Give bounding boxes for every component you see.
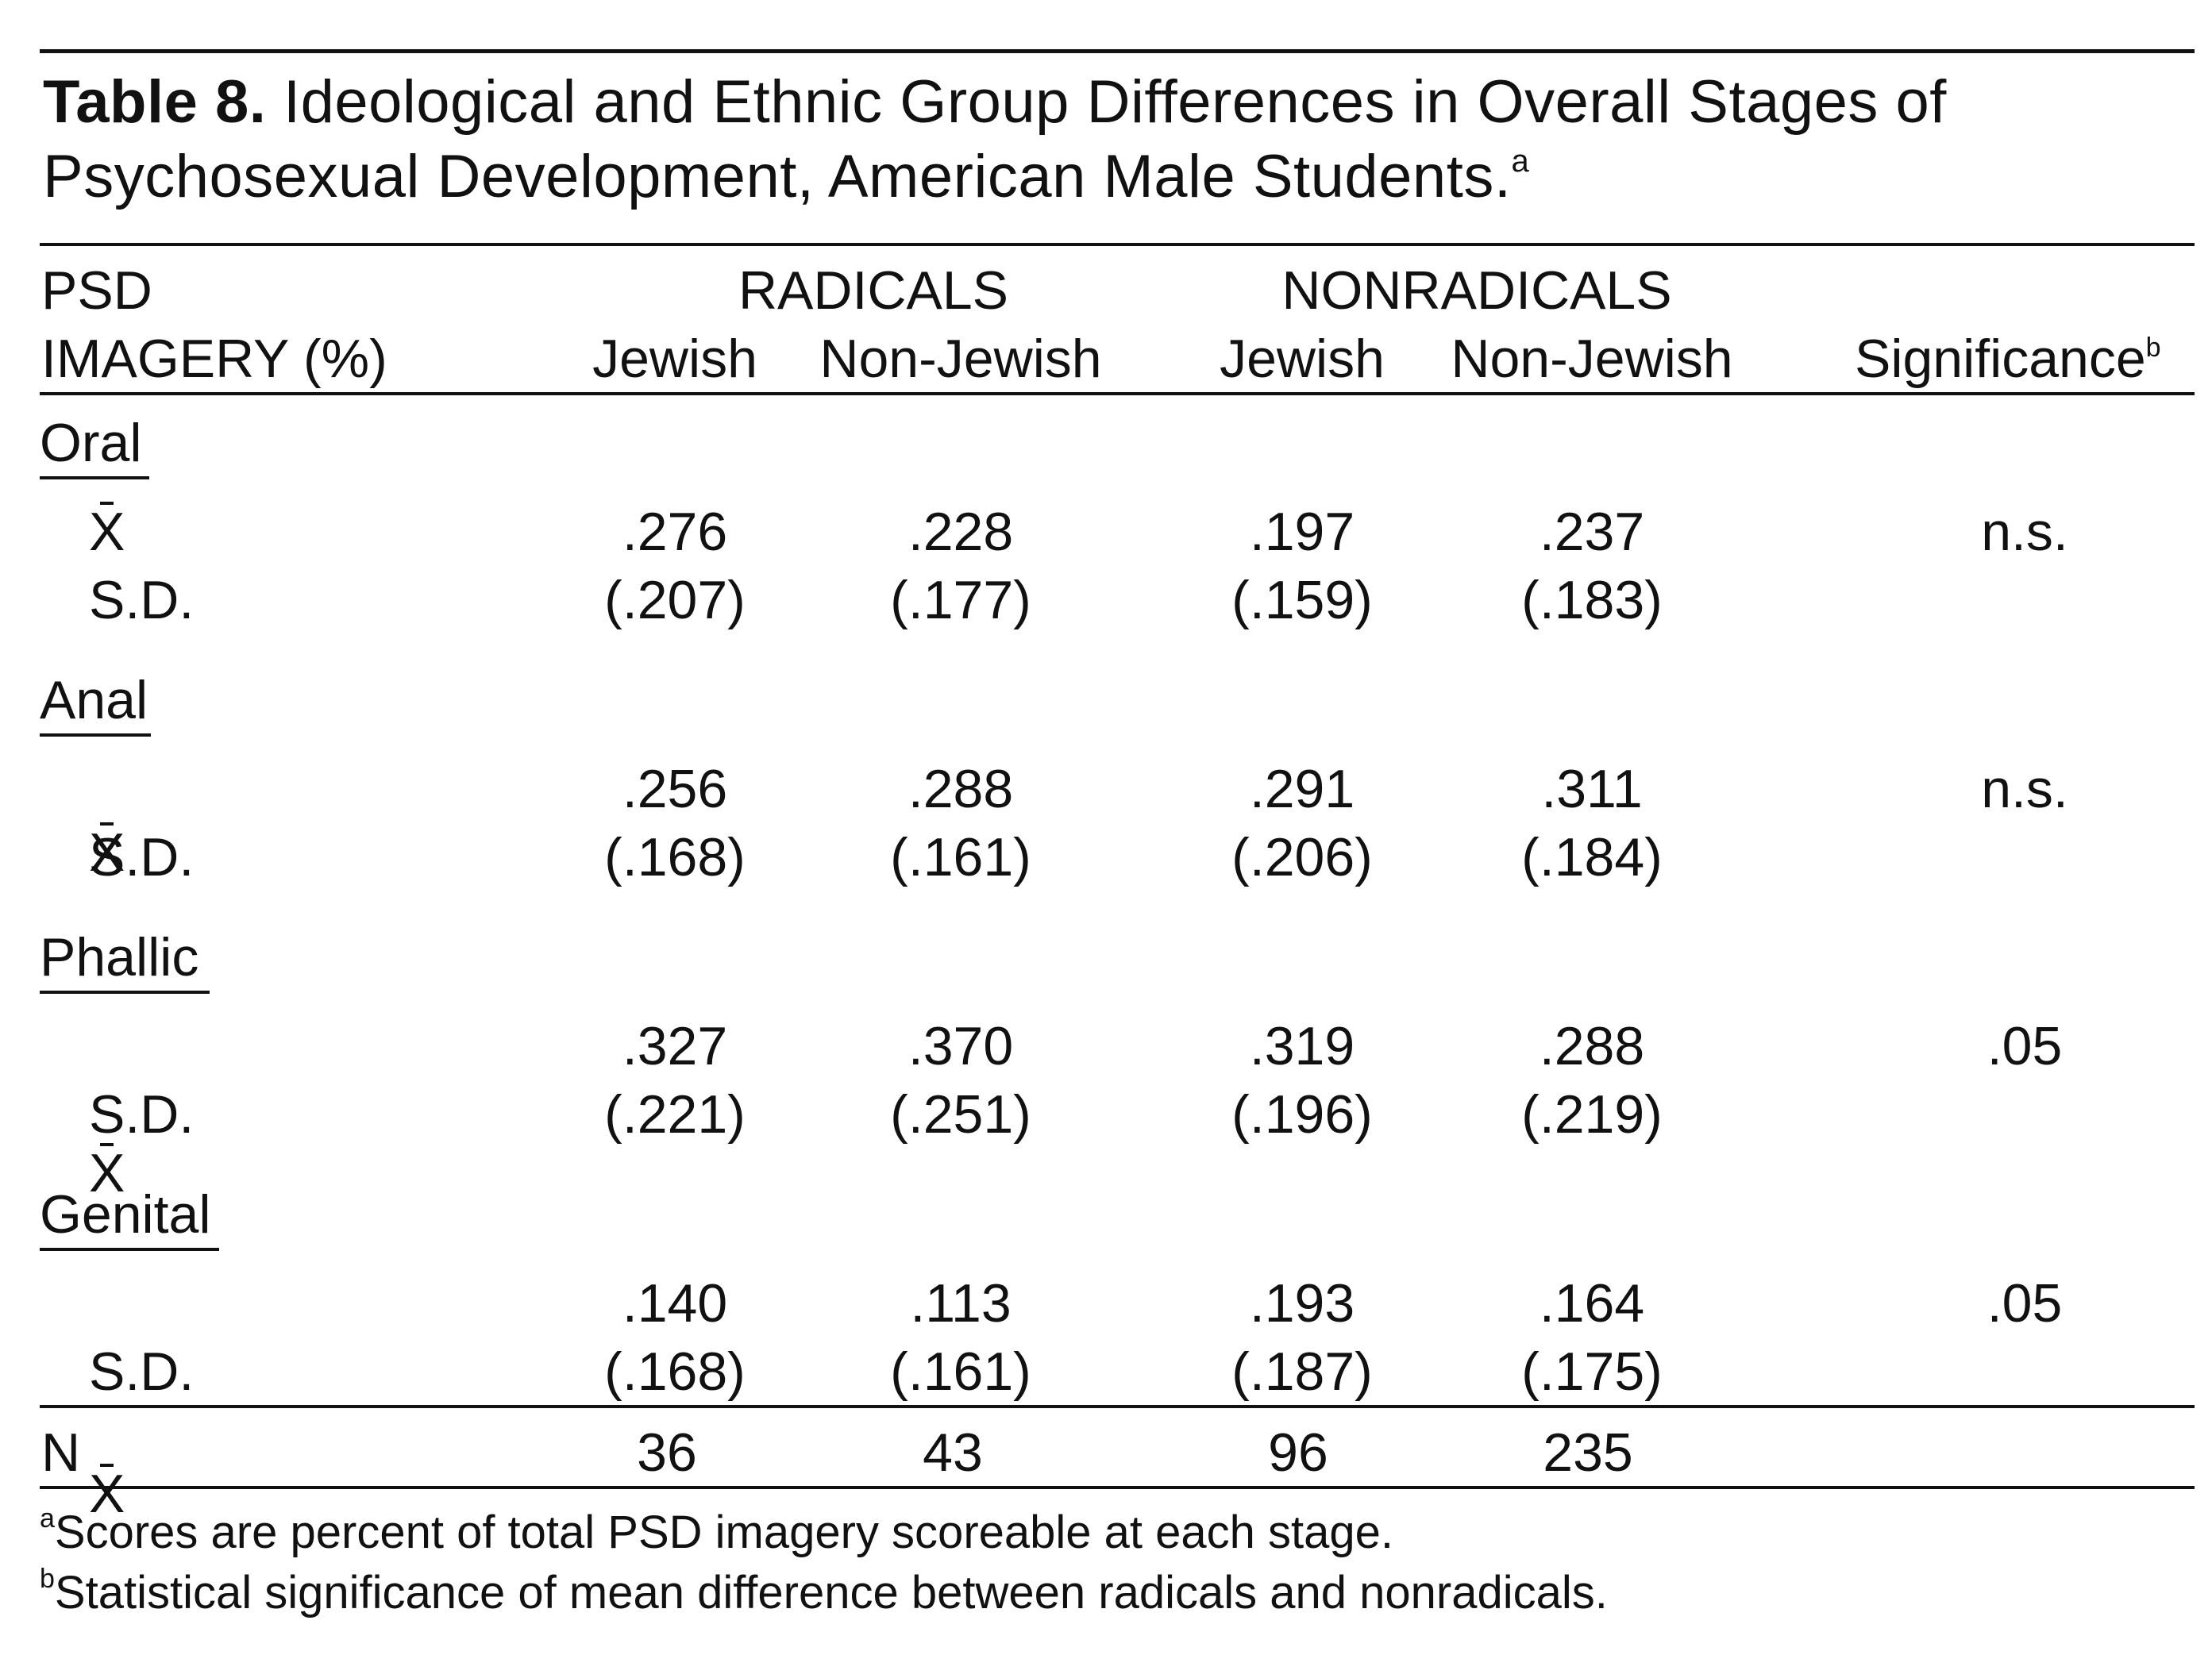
significance-value: n.s. [1981, 502, 2068, 562]
mean-value: .140 [622, 1273, 728, 1334]
n-value: 235 [1543, 1422, 1633, 1483]
mean-value: .276 [622, 502, 728, 562]
mean-value: .288 [908, 759, 1014, 819]
col-header-significance: Significanceb [1855, 327, 2161, 391]
significance-value: .05 [1987, 1273, 2063, 1334]
footnote-mark: a [40, 1503, 55, 1534]
sd-value: (.175) [1521, 1341, 1663, 1402]
significance-label: Significance [1855, 329, 2146, 389]
n-label: N [41, 1422, 81, 1483]
stage-underline-phallic [40, 991, 210, 994]
significance-value: .05 [1987, 1016, 2063, 1076]
sd-value: (.206) [1231, 827, 1373, 887]
stage-label-oral: Oral [40, 413, 142, 473]
sd-value: (.183) [1521, 570, 1663, 630]
mean-value: .197 [1249, 502, 1355, 562]
col-header-nonradicals-nonjewish: Non-Jewish [1451, 329, 1733, 389]
sd-value: (.251) [890, 1084, 1031, 1145]
stage-label-anal: Anal [40, 670, 148, 730]
stage-block-genital: Genital X S.D. .140 .113 .193 .164 (.168… [0, 191, 2212, 1524]
stage-block-phallic: Phallic X S.D. .327 .370 .319 .288 (.221… [0, 127, 2212, 1203]
mean-value: .370 [908, 1016, 1014, 1076]
header-top-rule [40, 243, 2195, 246]
n-value: 96 [1268, 1422, 1328, 1483]
mean-label: X [89, 1143, 125, 1203]
stage-block-anal: Anal X S.D. .256 .288 .291 .311 (.168) (… [0, 64, 2212, 887]
mean-value: .256 [622, 759, 728, 819]
sd-value: (.187) [1231, 1341, 1373, 1402]
sd-value: (.196) [1231, 1084, 1373, 1145]
stage-label-genital: Genital [40, 1184, 211, 1245]
sd-value: (.184) [1521, 827, 1663, 887]
group-header-nonradicals: NONRADICALS [1281, 260, 1672, 321]
mean-value: .291 [1249, 759, 1355, 819]
top-rule [40, 49, 2195, 53]
sd-label: S.D. [89, 1341, 195, 1402]
sd-value: (.168) [604, 827, 746, 887]
sd-value: (.159) [1231, 570, 1373, 630]
stage-block-oral: Oral X S.D. .276 .228 .197 .237 (.207) (… [0, 0, 2212, 630]
sd-value: (.168) [604, 1341, 746, 1402]
n-value: 43 [923, 1422, 983, 1483]
table-caption: Ideological and Ethnic Group Differences… [43, 68, 1947, 210]
header-bottom-rule [40, 392, 2195, 395]
row-label-header-line2: IMAGERY (%) [41, 329, 387, 389]
sd-value: (.177) [890, 570, 1031, 630]
mean-value: .288 [1539, 1016, 1645, 1076]
mean-label: X [89, 502, 125, 562]
table-bottom-rule [40, 1486, 2195, 1489]
mean-value: .311 [1541, 759, 1643, 819]
footnote-text: Scores are percent of total PSD imagery … [54, 1507, 1394, 1558]
stage-underline-genital [40, 1248, 219, 1251]
footnote-a: aScores are percent of total PSD imagery… [40, 1505, 1393, 1561]
significance-footnote-mark: b [2145, 333, 2161, 363]
mean-value: .327 [622, 1016, 728, 1076]
stage-underline-anal [40, 733, 151, 737]
col-header-nonradicals-jewish: Jewish [1220, 329, 1385, 389]
col-header-radicals-jewish: Jewish [592, 329, 757, 389]
group-header-radicals: RADICALS [738, 260, 1009, 321]
col-header-radicals-nonjewish: Non-Jewish [819, 329, 1102, 389]
sd-value: (.207) [604, 570, 746, 630]
mean-value: .193 [1249, 1273, 1355, 1334]
sd-label: S.D. [89, 827, 195, 887]
mean-value: .237 [1539, 502, 1645, 562]
table-number: Table 8. [43, 68, 267, 136]
sd-label: S.D. [89, 1084, 195, 1145]
mean-value: .228 [908, 502, 1014, 562]
sd-value: (.161) [890, 1341, 1031, 1402]
mean-value: .164 [1539, 1273, 1645, 1334]
sd-value: (.161) [890, 827, 1031, 887]
mean-label: X [89, 822, 125, 883]
n-value: 36 [637, 1422, 697, 1483]
n-top-rule [40, 1405, 2195, 1408]
significance-value: n.s. [1981, 759, 2068, 819]
sd-value: (.221) [604, 1084, 746, 1145]
table-title: Table 8. Ideological and Ethnic Group Di… [43, 65, 2187, 214]
footnote-b: bStatistical significance of mean differ… [40, 1565, 1608, 1621]
stage-underline-oral [40, 476, 149, 479]
footnote-mark: b [40, 1564, 55, 1594]
mean-value: .113 [910, 1273, 1012, 1334]
mean-value: .319 [1249, 1016, 1355, 1076]
stage-label-phallic: Phallic [40, 927, 199, 987]
mean-label: X [89, 1464, 125, 1524]
sd-value: (.219) [1521, 1084, 1663, 1145]
footnote-text: Statistical significance of mean differe… [54, 1567, 1608, 1618]
sd-label: S.D. [89, 570, 195, 630]
title-footnote-mark: a [1511, 144, 1530, 179]
row-label-header-line1: PSD [41, 260, 152, 321]
